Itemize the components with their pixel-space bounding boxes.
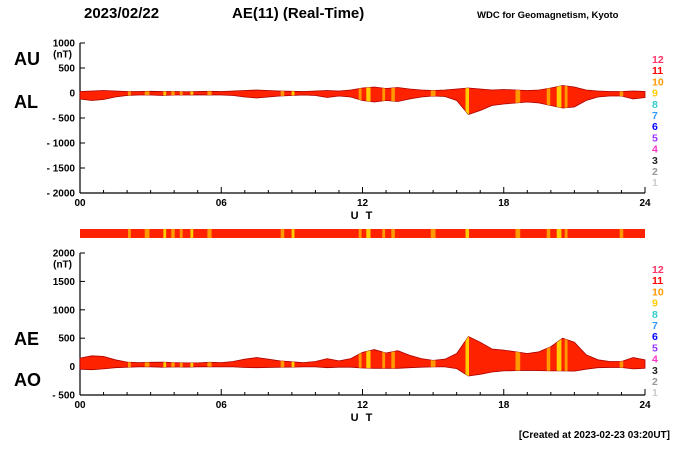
station-count-1: 1 [652, 177, 658, 189]
svg-text:1000: 1000 [53, 305, 76, 316]
station-count-10: 10 [652, 76, 664, 88]
station-count-4: 4 [652, 144, 658, 156]
station-count-9: 9 [652, 88, 658, 100]
station-count-3: 3 [652, 155, 658, 167]
station-count-6: 6 [652, 331, 658, 343]
created-timestamp: [Created at 2023-02-23 03:20UT] [518, 430, 670, 441]
svg-text:U T: U T [351, 210, 375, 222]
svg-text:00: 00 [74, 198, 86, 209]
svg-text:06: 06 [216, 400, 228, 411]
svg-text:AL: AL [14, 92, 38, 112]
index-area-1 [79, 335, 646, 377]
svg-text:AU: AU [14, 49, 40, 69]
data-source-label: WDC for Geomagnetism, Kyoto [477, 10, 619, 21]
station-count-10: 10 [652, 286, 664, 298]
station-count-6: 6 [652, 121, 658, 133]
plot-title: AE(11) (Real-Time) [232, 5, 365, 22]
station-count-5: 5 [652, 132, 658, 144]
svg-text:- 2000: - 2000 [47, 189, 76, 200]
station-count-3: 3 [652, 365, 658, 377]
station-count-1: 1 [652, 387, 658, 399]
station-count-7: 7 [652, 320, 658, 332]
svg-text:18: 18 [498, 198, 510, 209]
station-count-8: 8 [652, 99, 658, 111]
svg-text:2000: 2000 [53, 249, 76, 260]
svg-text:24: 24 [639, 400, 651, 411]
svg-text:U T: U T [351, 412, 375, 424]
data-availability-bar [80, 229, 645, 238]
station-count-12: 12 [652, 264, 664, 276]
svg-text:(nT): (nT) [53, 260, 72, 271]
svg-text:0: 0 [69, 89, 75, 100]
svg-text:1500: 1500 [53, 277, 76, 288]
station-count-12: 12 [652, 54, 664, 66]
station-count-2: 2 [652, 376, 658, 388]
svg-text:06: 06 [216, 198, 228, 209]
station-count-11: 11 [652, 275, 663, 287]
station-count-7: 7 [652, 110, 658, 122]
station-count-8: 8 [652, 309, 658, 321]
svg-text:18: 18 [498, 400, 510, 411]
plot-date: 2023/02/22 [84, 5, 160, 22]
svg-text:1000: 1000 [53, 39, 76, 50]
station-count-2: 2 [652, 166, 658, 178]
svg-text:AE: AE [14, 329, 39, 349]
station-count-11: 11 [652, 65, 663, 77]
svg-text:12: 12 [357, 198, 369, 209]
station-count-5: 5 [652, 342, 658, 354]
svg-text:24: 24 [639, 198, 651, 209]
svg-text:- 500: - 500 [52, 391, 75, 402]
svg-text:AO: AO [14, 370, 41, 390]
index-area-0 [79, 85, 646, 115]
station-count-4: 4 [652, 354, 658, 366]
svg-text:- 500: - 500 [52, 114, 75, 125]
svg-text:00: 00 [74, 400, 86, 411]
svg-text:500: 500 [58, 334, 75, 345]
svg-text:- 1000: - 1000 [47, 139, 76, 150]
station-count-9: 9 [652, 298, 658, 310]
svg-text:(nT): (nT) [53, 50, 72, 61]
svg-text:500: 500 [58, 64, 75, 75]
svg-text:0: 0 [69, 362, 75, 373]
svg-text:12: 12 [357, 400, 369, 411]
svg-text:- 1500: - 1500 [47, 164, 76, 175]
